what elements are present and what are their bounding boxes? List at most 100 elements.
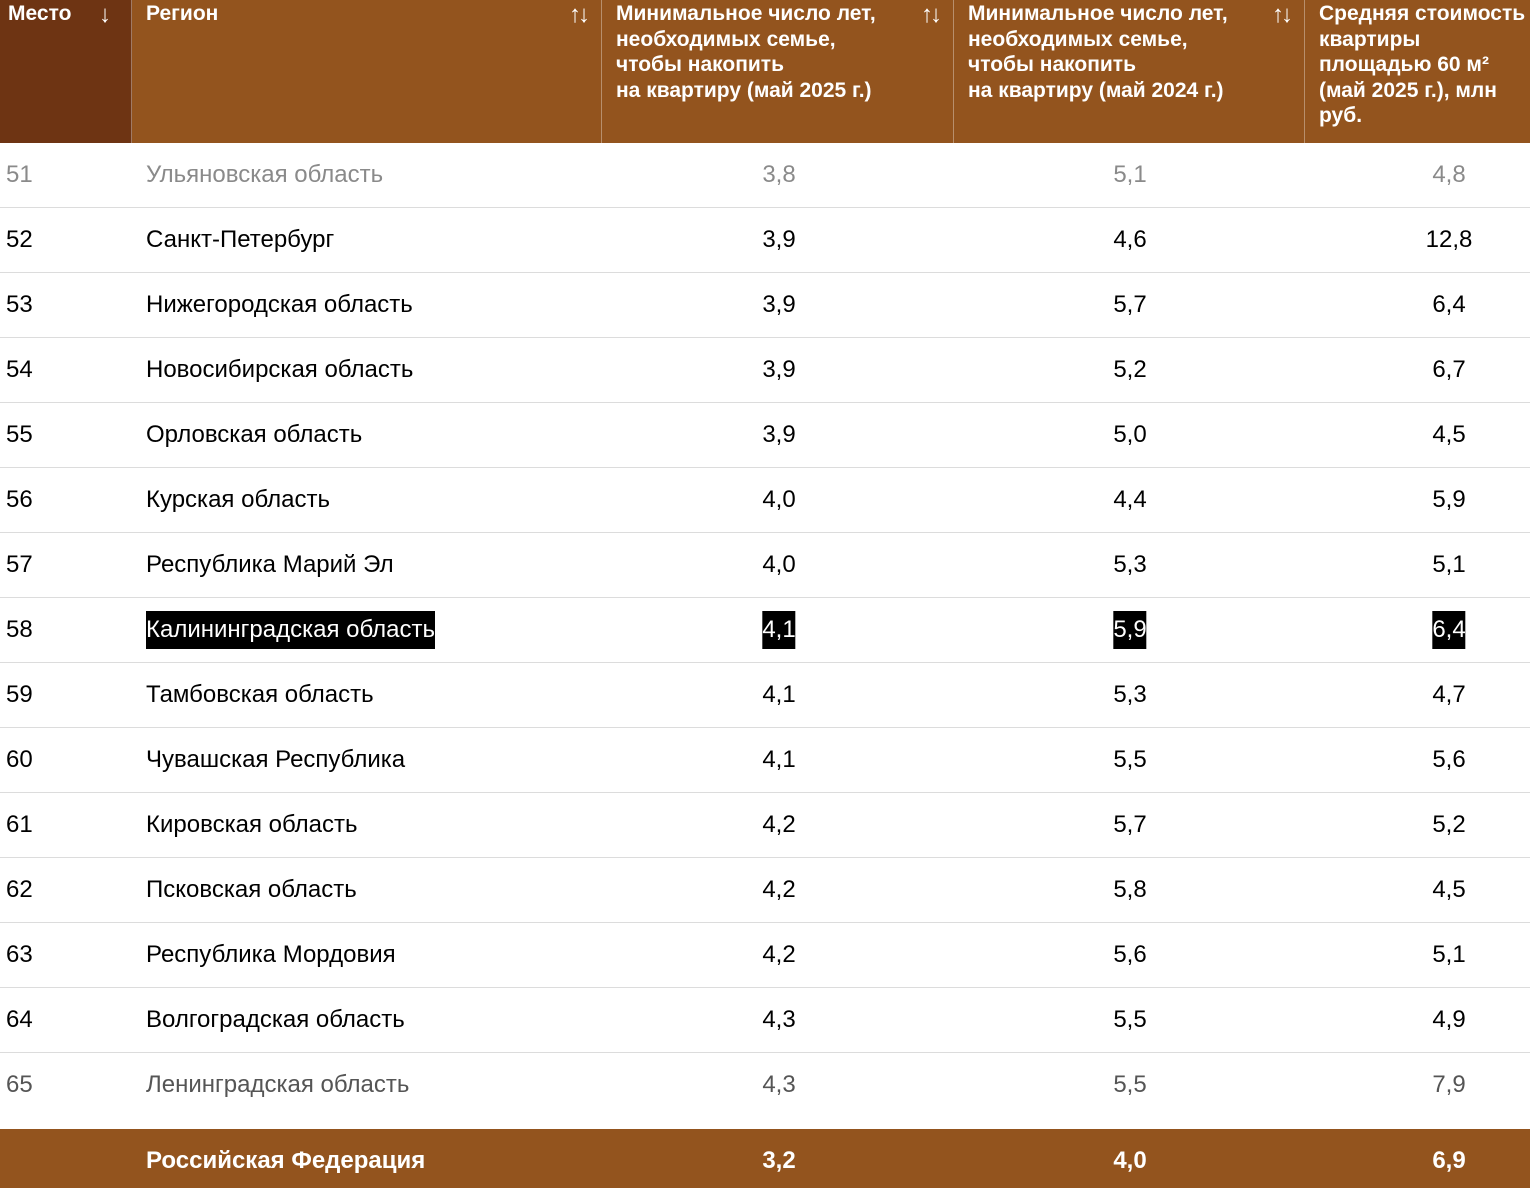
highlight-region: Калининградская область — [146, 611, 436, 649]
table-row: 63 Республика Мордовия 4,2 5,6 5,1 — [0, 923, 1530, 988]
cell-cost: 6,4 — [1432, 291, 1466, 318]
cell-region: Псковская область — [146, 876, 357, 903]
cell-rank: 52 — [6, 226, 33, 253]
cell-years-2025: 4,2 — [762, 876, 796, 903]
table-row: 54 Новосибирская область 3,9 5,2 6,7 — [0, 338, 1530, 403]
cell-years-2024: 5,9 — [1113, 598, 1147, 662]
cell-years-2025: 3,9 — [762, 421, 796, 448]
cell-years-2025: 4,0 — [762, 551, 796, 578]
cell-rank: 57 — [6, 551, 33, 578]
cell-rank: 62 — [6, 876, 33, 903]
total-years-2024: 4,0 — [1113, 1147, 1147, 1174]
column-header-rank-label: Место — [8, 2, 72, 25]
column-header-years-2024[interactable]: Минимальное число лет, необходимых семье… — [954, 0, 1305, 143]
cell-years-2025: 3,9 — [762, 356, 796, 383]
cell-rank: 51 — [6, 161, 33, 188]
highlight-years-2024: 5,9 — [1113, 611, 1147, 649]
column-header-region[interactable]: Регион ↑↓ — [132, 0, 602, 143]
cell-cost: 7,9 — [1432, 1071, 1466, 1098]
cell-region: Орловская область — [146, 421, 363, 448]
cell-cost: 4,5 — [1432, 876, 1466, 903]
cell-years-2024: 5,5 — [1113, 1071, 1147, 1098]
cell-rank: 64 — [6, 1006, 33, 1033]
cell-years-2025: 4,1 — [762, 598, 796, 662]
column-header-region-label: Регион — [146, 2, 219, 25]
cell-years-2025: 4,2 — [762, 811, 796, 838]
cell-years-2024: 4,4 — [1113, 486, 1147, 513]
cell-years-2024: 5,8 — [1113, 876, 1147, 903]
total-years-2025: 3,2 — [762, 1147, 796, 1174]
sort-toggle-icon[interactable]: ↑↓ — [921, 1, 942, 28]
cell-rank: 63 — [6, 941, 33, 968]
sort-toggle-icon[interactable]: ↑↓ — [569, 1, 590, 28]
table-row-highlighted: 58 Калининградская область 4,1 5,9 6,4 — [0, 598, 1530, 663]
table-total-row: Российская Федерация 3,2 4,0 6,9 — [0, 1129, 1530, 1188]
table-row: 60 Чувашская Республика 4,1 5,5 5,6 — [0, 728, 1530, 793]
cell-region: Нижегородская область — [146, 291, 413, 318]
cell-region: Ульяновская область — [146, 161, 384, 188]
cell-cost: 6,7 — [1432, 356, 1466, 383]
cell-cost: 4,7 — [1432, 681, 1466, 708]
table-row: 52 Санкт-Петербург 3,9 4,6 12,8 — [0, 208, 1530, 273]
column-header-years-2025-label: Минимальное число лет, необходимых семье… — [616, 2, 876, 102]
table-row: 57 Республика Марий Эл 4,0 5,3 5,1 — [0, 533, 1530, 598]
cell-years-2024: 5,1 — [1113, 161, 1147, 188]
column-header-cost-label: Средняя стоимость квартиры площадью 60 м… — [1319, 2, 1526, 127]
cell-rank: 60 — [6, 746, 33, 773]
cell-region: Тамбовская область — [146, 681, 374, 708]
cell-years-2024: 5,0 — [1113, 421, 1147, 448]
sort-toggle-icon[interactable]: ↑↓ — [1272, 1, 1293, 28]
cell-years-2024: 5,5 — [1113, 746, 1147, 773]
cell-region: Калининградская область — [146, 598, 436, 662]
cell-rank: 55 — [6, 421, 33, 448]
cell-years-2024: 5,6 — [1113, 941, 1147, 968]
cell-region: Новосибирская область — [146, 356, 414, 383]
column-header-years-2025[interactable]: Минимальное число лет, необходимых семье… — [602, 0, 954, 143]
cell-region: Волгоградская область — [146, 1006, 405, 1033]
cell-cost: 5,1 — [1432, 941, 1466, 968]
column-header-years-2024-label: Минимальное число лет, необходимых семье… — [968, 2, 1228, 102]
table-row: 55 Орловская область 3,9 5,0 4,5 — [0, 403, 1530, 468]
cell-region: Ленинградская область — [146, 1071, 410, 1098]
cell-cost: 4,5 — [1432, 421, 1466, 448]
cell-years-2025: 3,9 — [762, 226, 796, 253]
cell-cost: 4,8 — [1432, 161, 1466, 188]
cell-rank: 53 — [6, 291, 33, 318]
cell-region: Чувашская Республика — [146, 746, 406, 773]
cell-region: Республика Марий Эл — [146, 551, 394, 578]
cell-rank: 65 — [6, 1071, 33, 1098]
cell-region: Санкт-Петербург — [146, 226, 335, 253]
cell-rank: 54 — [6, 356, 33, 383]
total-cost: 6,9 — [1432, 1147, 1466, 1174]
cell-region: Курская область — [146, 486, 330, 513]
cell-cost: 5,9 — [1432, 486, 1466, 513]
cell-years-2024: 5,2 — [1113, 356, 1147, 383]
table-row: 51 Ульяновская область 3,8 5,1 4,8 — [0, 143, 1530, 208]
table-row: 56 Курская область 4,0 4,4 5,9 — [0, 468, 1530, 533]
cell-years-2024: 5,7 — [1113, 811, 1147, 838]
cell-years-2025: 4,0 — [762, 486, 796, 513]
column-header-rank[interactable]: Место ↓ — [0, 0, 132, 143]
table-row: 59 Тамбовская область 4,1 5,3 4,7 — [0, 663, 1530, 728]
sort-descending-icon[interactable]: ↓ — [99, 1, 111, 28]
highlight-years-2025: 4,1 — [762, 611, 796, 649]
highlight-cost: 6,4 — [1432, 611, 1466, 649]
column-header-cost[interactable]: Средняя стоимость квартиры площадью 60 м… — [1305, 0, 1530, 143]
cell-cost: 6,4 — [1432, 598, 1466, 662]
cell-years-2025: 4,2 — [762, 941, 796, 968]
cell-years-2025: 4,1 — [762, 746, 796, 773]
cell-years-2024: 5,7 — [1113, 291, 1147, 318]
cell-region: Кировская область — [146, 811, 358, 838]
table-header: Место ↓ Регион ↑↓ Минимальное число лет,… — [0, 0, 1530, 143]
cell-cost: 4,9 — [1432, 1006, 1466, 1033]
table-body: 51 Ульяновская область 3,8 5,1 4,8 52 Са… — [0, 143, 1530, 1118]
cell-rank: 58 — [6, 616, 33, 643]
cell-years-2024: 4,6 — [1113, 226, 1147, 253]
cell-cost: 5,2 — [1432, 811, 1466, 838]
cell-rank: 56 — [6, 486, 33, 513]
table-row: 65 Ленинградская область 4,3 5,5 7,9 — [0, 1053, 1530, 1118]
cell-rank: 59 — [6, 681, 33, 708]
cell-years-2024: 5,3 — [1113, 551, 1147, 578]
cell-years-2024: 5,3 — [1113, 681, 1147, 708]
